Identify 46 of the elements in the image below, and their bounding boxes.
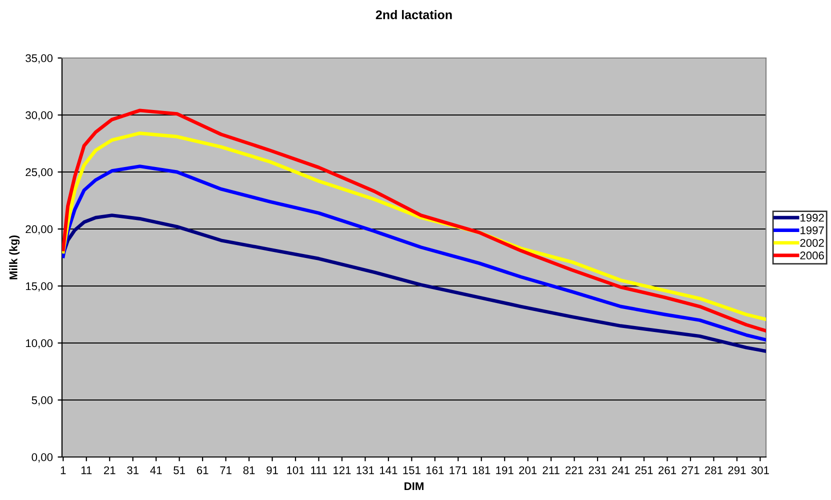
x-tick-label: 71	[220, 466, 232, 474]
x-tick-label: 91	[266, 466, 278, 474]
y-tick-label: 35,00	[26, 54, 53, 64]
x-tick-label: 61	[196, 466, 208, 474]
legend-label: 2002	[800, 238, 824, 247]
x-tick-label: 101	[287, 466, 304, 474]
legend-label: 2006	[800, 252, 824, 260]
x-tick-label: 171	[450, 466, 467, 474]
y-axis-title: Milk (kg)	[9, 236, 20, 280]
x-tick-label: 271	[682, 466, 700, 474]
x-tick-label: 141	[380, 466, 398, 474]
y-tick-label: 5,00	[32, 396, 53, 406]
y-tick-label: 10,00	[26, 339, 53, 348]
x-tick-label: 251	[635, 466, 653, 474]
x-tick-label: 231	[588, 466, 606, 474]
x-tick-label: 181	[472, 466, 490, 474]
x-tick-label: 1	[60, 466, 66, 474]
x-tick-label: 191	[496, 466, 514, 474]
y-tick-label: 20,00	[26, 225, 53, 234]
x-tick-label: 301	[751, 466, 769, 474]
x-axis-title: DIM	[404, 482, 424, 490]
x-tick-label: 51	[174, 466, 185, 474]
x-tick-label: 221	[566, 466, 584, 474]
x-tick-label: 201	[519, 466, 537, 474]
x-tick-label: 131	[356, 466, 374, 474]
x-tick-label: 291	[728, 466, 746, 474]
chart-title: 2nd lactation	[376, 10, 452, 20]
x-tick-label: 31	[127, 466, 138, 474]
x-tick-label: 281	[705, 466, 722, 474]
x-tick-label: 81	[243, 466, 255, 474]
y-tick-label: 30,00	[26, 111, 53, 120]
x-tick-label: 21	[104, 466, 116, 474]
x-tick-label: 111	[311, 466, 327, 474]
x-tick-label: 261	[658, 466, 676, 474]
x-tick-label: 41	[150, 466, 162, 474]
x-tick-label: 161	[426, 466, 444, 474]
y-tick-label: 0,00	[32, 453, 53, 462]
x-tick-label: 121	[334, 466, 351, 474]
x-tick-label: 211	[542, 466, 560, 474]
x-tick-label: 151	[403, 466, 420, 474]
x-tick-label: 11	[81, 466, 92, 474]
y-tick-label: 25,00	[26, 168, 53, 178]
legend-label: 1997	[800, 226, 824, 234]
x-tick-label: 241	[612, 466, 630, 474]
y-tick-label: 15,00	[26, 282, 53, 292]
legend-label: 1992	[800, 214, 824, 222]
